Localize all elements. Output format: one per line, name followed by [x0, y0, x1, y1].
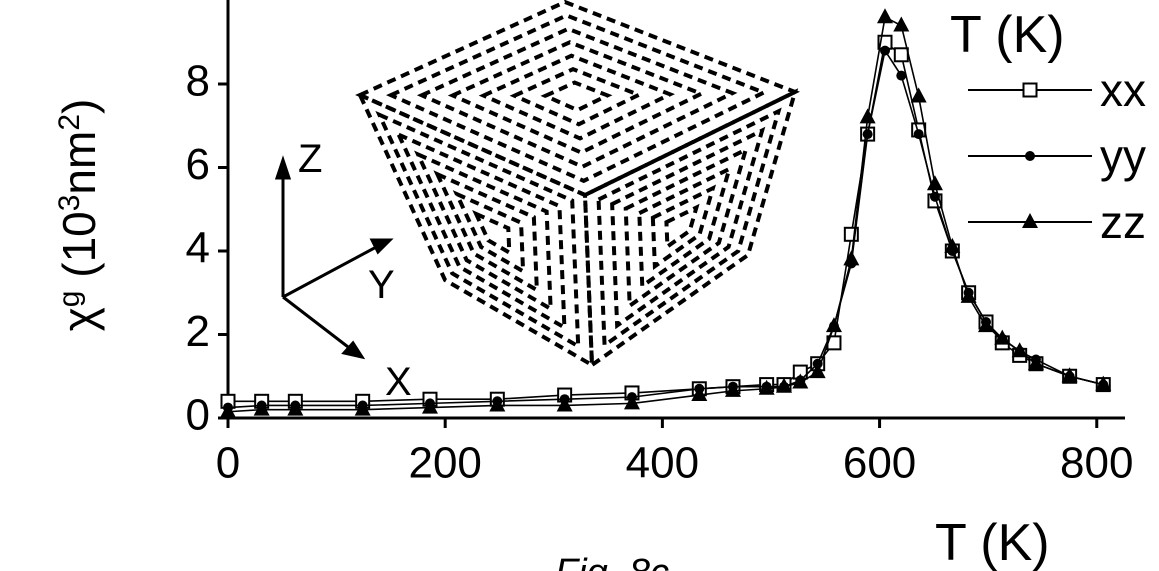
inset-label: Y [368, 263, 395, 307]
x-tick-label: 0 [216, 439, 240, 488]
inset-y-axis [283, 245, 380, 297]
cube-ring [612, 131, 762, 326]
legend-marker [1022, 213, 1038, 228]
inset-label: Z [298, 137, 322, 181]
y-tick-label: 4 [186, 224, 210, 273]
legend-marker [1024, 84, 1037, 97]
marker [896, 71, 906, 81]
y-axis-label-part: 2 [53, 114, 86, 131]
x-tick-label: 200 [408, 439, 481, 488]
marker [893, 17, 909, 32]
y-axis-label-part: 3 [53, 195, 86, 212]
legend-label: zz [1100, 196, 1146, 248]
y-axis-label-part: g [53, 291, 86, 308]
marker [863, 129, 873, 139]
y-axis-label-part: χ [53, 307, 105, 331]
inset-label: X [385, 360, 412, 404]
inset-z-arrow [277, 160, 289, 178]
cube-ring [653, 188, 713, 266]
annotation: Fig. 8c [555, 552, 669, 571]
x-tick-label: 800 [1060, 439, 1133, 488]
y-axis-label-part: nm [53, 131, 105, 195]
marker [843, 250, 859, 265]
chart: Z Y X T (K) T (K) Fig. 8c χg (103nm2) 02… [0, 0, 1159, 571]
legend-marker [1025, 151, 1035, 161]
marker [826, 317, 842, 332]
inset-y-arrow [372, 240, 390, 252]
inset-x-axis [283, 297, 352, 350]
marker [877, 8, 893, 23]
inset-cube [360, 2, 795, 365]
marker [880, 46, 890, 56]
legend-title: T (K) [950, 6, 1065, 64]
legend-label: yy [1100, 130, 1146, 182]
x-tick-label: 600 [843, 439, 916, 488]
cube-ring [545, 83, 607, 111]
y-axis-label: χg (103nm2) [53, 99, 106, 332]
x-axis-label: T (K) [935, 514, 1050, 571]
y-axis-label-part: ) [53, 99, 105, 114]
inset-axes [277, 160, 390, 357]
y-tick-label: 0 [186, 391, 210, 440]
marker [914, 129, 924, 139]
y-tick-label: 8 [186, 57, 210, 106]
y-axis-label-part: (10 [53, 211, 105, 290]
marker [911, 88, 927, 103]
y-tick-label: 2 [186, 307, 210, 356]
x-tick-label: 400 [626, 439, 699, 488]
marker [895, 48, 908, 61]
cube-ring [514, 69, 638, 124]
y-tick-label: 6 [186, 140, 210, 189]
legend-label: xx [1100, 64, 1146, 116]
